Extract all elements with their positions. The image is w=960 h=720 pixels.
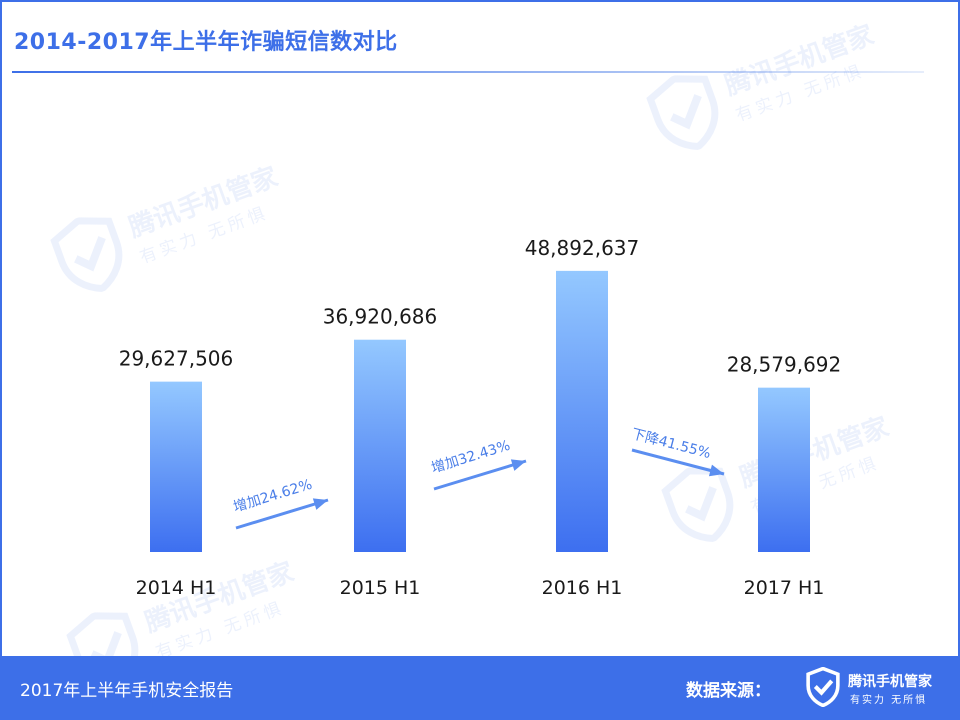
bar-chart: 29,627,506 2014 H1 36,920,686 2015 H1 48,892…	[119, 236, 842, 599]
trend-arrow	[235, 498, 329, 530]
bar-value-label: 29,627,506	[119, 347, 234, 371]
category-label: 2015 H1	[340, 577, 421, 599]
arrow-head	[312, 498, 328, 510]
footer-logo-slogan: 有实力 无所惧	[850, 695, 928, 706]
category-label: 2014 H1	[136, 577, 217, 599]
page-title: 2014-2017年上半年诈骗短信数对比	[14, 30, 398, 55]
bar	[150, 381, 202, 552]
footer-report-title: 2017年上半年手机安全报告	[20, 681, 234, 701]
arrow-head	[708, 464, 724, 477]
footer-source-label: 数据来源：	[686, 681, 771, 701]
category-label: 2017 H1	[744, 577, 825, 599]
change-annotation: 增加32.43%	[430, 438, 513, 477]
change-annotation: 下降41.55%	[630, 426, 713, 462]
bar-value-label: 36,920,686	[323, 305, 438, 329]
footer-bar: 2017年上半年手机安全报告 数据来源： 腾讯手机管家 有实力 无所惧	[0, 656, 960, 720]
change-annotation: 增加24.62%	[232, 477, 315, 516]
bar-value-label: 48,892,637	[525, 236, 640, 260]
bar-value-label: 28,579,692	[727, 353, 842, 377]
bar	[758, 387, 810, 552]
category-label: 2016 H1	[542, 577, 623, 599]
trend-arrow	[631, 448, 725, 476]
bar	[556, 270, 608, 552]
arrow-head	[510, 459, 526, 471]
footer-logo-brand: 腾讯手机管家	[848, 674, 932, 690]
bar	[354, 339, 406, 552]
trend-arrow	[433, 459, 527, 491]
shield-check-icon	[806, 667, 840, 707]
title-divider	[12, 71, 924, 73]
